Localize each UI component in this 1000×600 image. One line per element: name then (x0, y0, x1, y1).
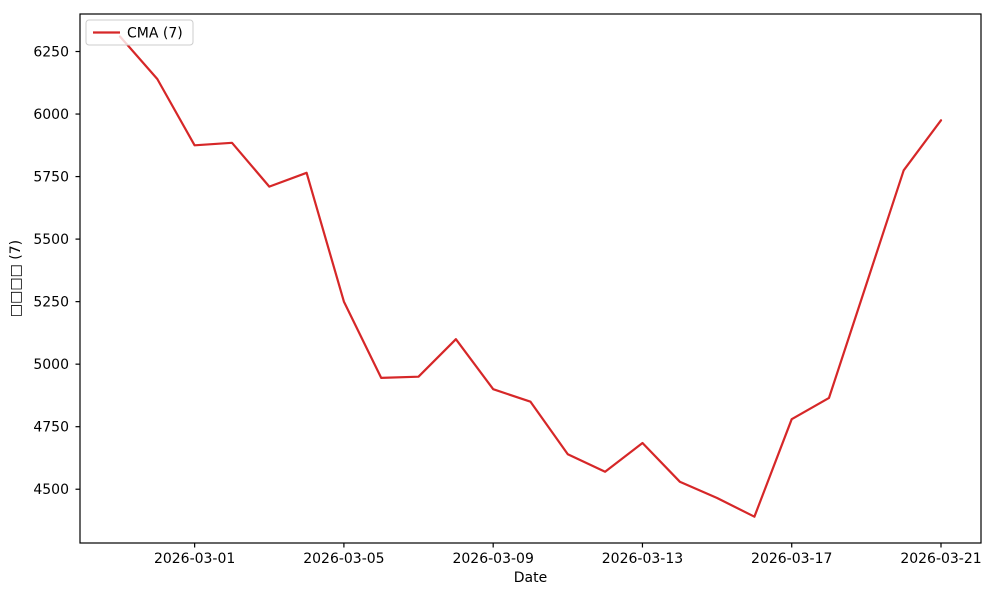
plot-area (79, 13, 982, 544)
x-tick-label: 2026-03-09 (452, 551, 533, 567)
y-tick-label: 5250 (33, 295, 69, 311)
x-tick-label: 2026-03-13 (602, 551, 683, 567)
x-axis-label: Date (514, 570, 547, 586)
x-tick-label: 2026-03-17 (751, 551, 832, 567)
y-tick-label: 4750 (33, 420, 69, 436)
y-axis-label: □□□□ (7) (8, 240, 24, 317)
y-tick-label: 5500 (33, 232, 69, 248)
x-tick-label: 2026-03-05 (303, 551, 384, 567)
y-tick-label: 5750 (33, 170, 69, 186)
y-tick-label: 4500 (33, 482, 69, 498)
data-line-cma (118, 35, 943, 518)
legend-box (85, 19, 194, 46)
y-tick-label: 6000 (33, 107, 69, 123)
x-tick-label: 2026-03-21 (900, 551, 981, 567)
legend-label: CMA (7) (127, 26, 183, 42)
y-tick-label: 5000 (33, 357, 69, 373)
x-tick-label: 2026-03-01 (154, 551, 235, 567)
y-tick-label: 6250 (33, 45, 69, 61)
